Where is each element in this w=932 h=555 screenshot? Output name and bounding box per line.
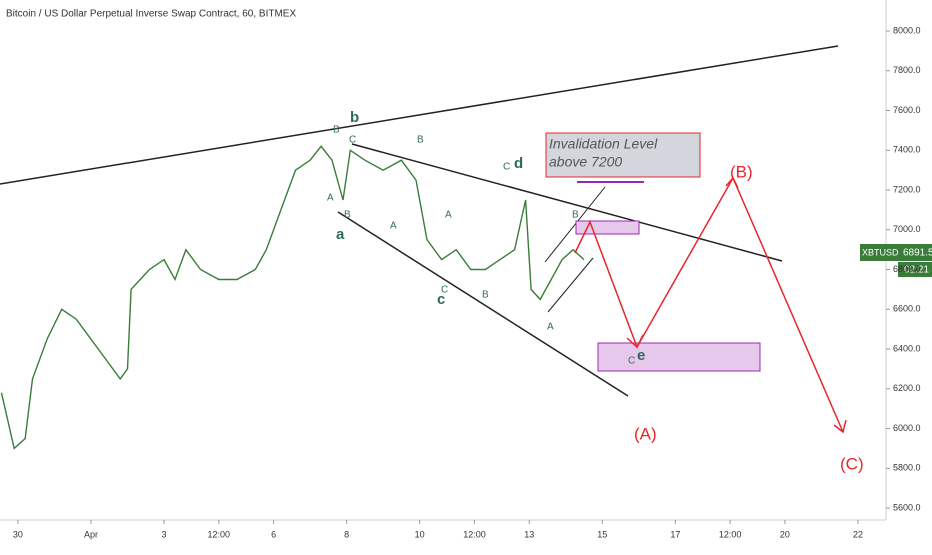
y-tick-label: 8000.0 (893, 25, 921, 35)
wave-label: B (572, 210, 579, 221)
y-tick-label: 6600.0 (893, 304, 921, 314)
x-tick-label: 13 (524, 529, 534, 539)
wave-label: (B) (730, 162, 753, 181)
x-tick-label: 20 (780, 529, 790, 539)
x-tick-label: 12:00 (208, 529, 231, 539)
wave-label: B (333, 125, 340, 136)
price-line (0, 145, 585, 450)
wave-label: b (350, 109, 359, 126)
wave-label: C (503, 162, 510, 173)
chart-title: Bitcoin / US Dollar Perpetual Inverse Sw… (6, 9, 296, 20)
wave-label: c (437, 291, 445, 308)
target-box (575, 220, 640, 235)
wave-label: C (441, 285, 448, 296)
annotation: above 7200 (549, 154, 622, 170)
wave-label: A (390, 221, 397, 232)
last-price: 6891.5 (903, 248, 932, 259)
x-tick-label: 22 (853, 529, 863, 539)
price-tag (860, 244, 932, 261)
y-tick-label: 7400.0 (893, 145, 921, 155)
y-tick-label: 6000.0 (893, 423, 921, 433)
arrow-head (833, 419, 847, 434)
x-tick-label: 12:00 (463, 529, 486, 539)
y-tick-label: 6400.0 (893, 343, 921, 353)
y-tick-label: 7000.0 (893, 224, 921, 234)
trendline (0, 45, 839, 185)
wave-label: (C) (840, 454, 864, 473)
channel-line (544, 186, 606, 263)
y-tick-label: 7600.0 (893, 105, 921, 115)
y-tick-label: 6200.0 (893, 383, 921, 393)
countdown-tag (898, 262, 932, 277)
x-tick-label: 17 (670, 529, 680, 539)
arrow-head (725, 176, 739, 189)
y-tick-label: 5600.0 (893, 502, 921, 512)
x-tick-label: 15 (597, 529, 607, 539)
target-box (597, 342, 761, 372)
annotation: Invalidation Level (549, 136, 658, 152)
countdown: 02:21 (904, 265, 929, 276)
wave-label: (A) (634, 424, 657, 443)
wave-label: a (336, 226, 345, 243)
invalidation-box (545, 132, 701, 178)
symbol: XBTUSD (862, 247, 899, 257)
x-tick-label: 30 (13, 529, 23, 539)
wave-label: B (344, 210, 351, 221)
y-tick-label: 5800.0 (893, 463, 921, 473)
y-tick-label: 6800.0 (893, 264, 921, 274)
x-tick-label: 6 (271, 529, 276, 539)
arrow-head (626, 334, 644, 349)
wave-label: C (628, 356, 635, 367)
x-tick-label: 8 (344, 529, 349, 539)
wave-label: A (445, 210, 452, 221)
trendline (337, 211, 629, 397)
channel-line (547, 257, 594, 313)
wave-label: A (327, 193, 334, 204)
wave-label: B (417, 135, 424, 146)
wave-label: e (637, 347, 645, 364)
x-tick-label: Apr (84, 529, 98, 539)
wave-label: B (482, 290, 489, 301)
y-tick-label: 7800.0 (893, 65, 921, 75)
wave-label: d (514, 155, 523, 172)
x-tick-label: 10 (415, 529, 425, 539)
x-tick-label: 3 (161, 529, 166, 539)
x-tick-label: 12:00 (719, 529, 742, 539)
wave-label: A (547, 322, 554, 333)
wave-label: C (349, 135, 356, 146)
trendline (351, 143, 783, 262)
y-tick-label: 7200.0 (893, 184, 921, 194)
